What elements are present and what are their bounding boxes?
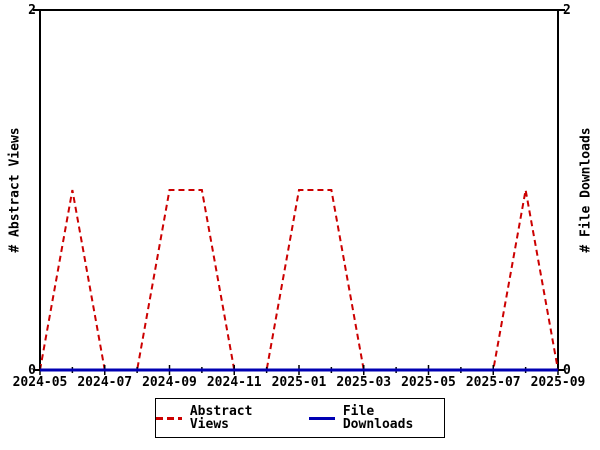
x-tick-label: 2024-07	[77, 375, 133, 390]
x-tick-label: 2025-05	[401, 375, 456, 390]
y-right-axis-title: # File Downloads	[578, 127, 594, 253]
solid-line-sample	[309, 416, 335, 420]
abstract-views-line	[39, 189, 559, 371]
legend-label: File Downloads	[342, 404, 414, 432]
x-tick-label: 2025-01	[271, 375, 327, 390]
legend-label: Abstract Views	[189, 404, 253, 432]
x-tick-label: 2024-05	[12, 375, 68, 390]
y-right-bottom-label: 0	[563, 363, 571, 378]
legend-item-abstract-views: Abstract Views	[156, 405, 291, 431]
x-tick-label: 2025-09	[530, 375, 586, 390]
dashed-line-sample	[156, 416, 182, 420]
y-left-bottom-label: 0	[28, 363, 36, 378]
x-tick-label: 2024-09	[142, 375, 197, 390]
y-left-top-label: 2	[28, 3, 36, 18]
x-tick-label: 2025-07	[465, 375, 521, 390]
legend-item-file-downloads: File Downloads	[309, 405, 444, 431]
x-tick-label: 2025-03	[336, 375, 392, 390]
x-tick-label: 2024-11	[206, 375, 262, 390]
y-right-top-label: 2	[563, 3, 571, 18]
legend: Abstract Views File Downloads	[155, 398, 445, 438]
y-left-axis-title: # Abstract Views	[7, 127, 23, 253]
